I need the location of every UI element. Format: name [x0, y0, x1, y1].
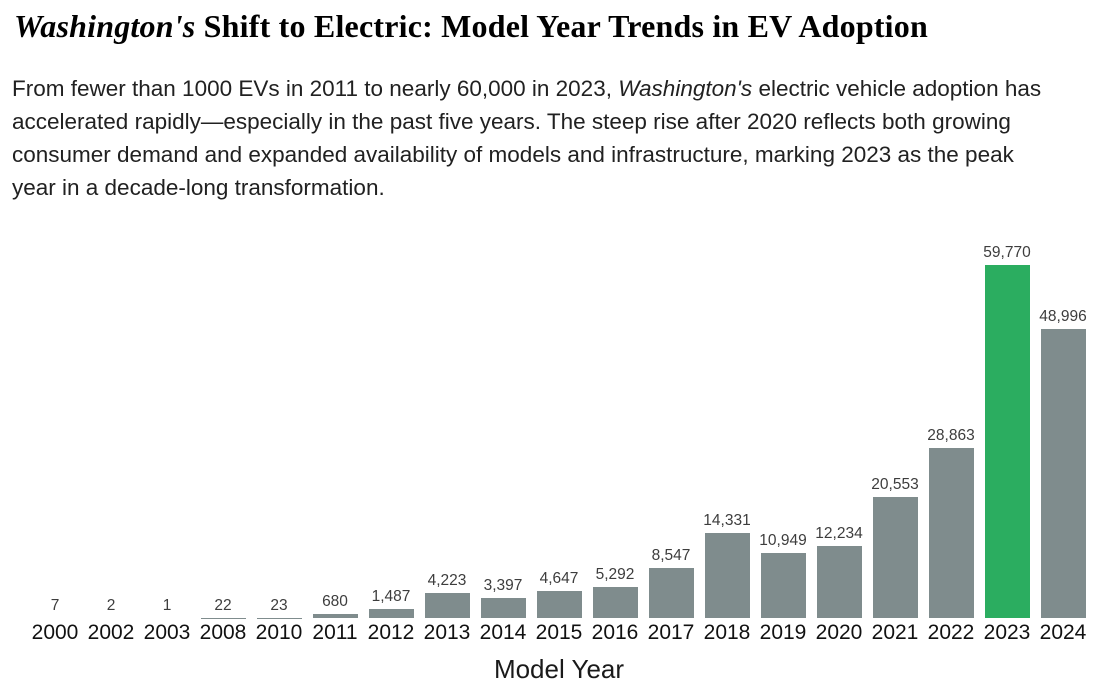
x-tick-label: 2019: [759, 621, 807, 644]
bar: [872, 496, 918, 618]
bar-chart: 7 2000 2 2002 1 2003 22 2008 23 2010 680 2011 1,487 2…: [27, 244, 1091, 685]
x-tick-label: 2011: [312, 621, 358, 644]
x-tick-label: 2000: [31, 621, 79, 644]
x-tick-label: 2018: [703, 621, 751, 644]
plot-area: 7 2000 2 2002 1 2003 22 2008 23 2010 680 2011 1,487 2…: [27, 244, 1091, 646]
x-tick-label: 2021: [871, 621, 919, 644]
bar: [1040, 328, 1086, 618]
bar-value-label: 4,647: [539, 569, 579, 587]
x-tick-label: 2024: [1039, 621, 1087, 644]
bar: [648, 567, 694, 618]
x-tick-label: 2010: [255, 621, 303, 644]
x-axis-title: Model Year: [493, 654, 625, 684]
bar-value-label: 10,949: [759, 532, 807, 550]
bar-value-label: 8,547: [651, 546, 691, 564]
x-tick-label: 2013: [423, 621, 471, 644]
bar-column: 23 2010: [251, 244, 307, 646]
x-tick-label: 2014: [479, 621, 527, 644]
bar: [984, 265, 1030, 618]
bar-column: 4,223 2013: [419, 244, 475, 646]
bar-column: 1,487 2012: [363, 244, 419, 646]
bar: [536, 590, 582, 618]
bar: [312, 613, 358, 618]
bar-column: 7 2000: [27, 244, 83, 646]
bar-value-label: 14,331: [703, 512, 751, 530]
bar-value-label: 28,863: [927, 426, 975, 444]
bar-value-label: 3,397: [483, 576, 523, 594]
bar-column: 22 2008: [195, 244, 251, 646]
bar-value-label: 22: [214, 596, 232, 614]
intro-paragraph: From fewer than 1000 EVs in 2011 to near…: [12, 72, 1052, 204]
bar: [368, 609, 414, 618]
bar-value-label: 5,292: [595, 565, 635, 583]
bar: [816, 545, 862, 618]
bar-column: 680 2011: [307, 244, 363, 646]
bar-column: 12,234 2020: [811, 244, 867, 646]
x-tick-label: 2008: [199, 621, 247, 644]
bar-column: 28,863 2022: [923, 244, 979, 646]
bar-column: 20,553 2021: [867, 244, 923, 646]
bar-column: 3,397 2014: [475, 244, 531, 646]
bar-column: 59,770 2023: [979, 244, 1035, 646]
x-tick-label: 2016: [591, 621, 639, 644]
bar-value-label: 1,487: [371, 588, 411, 606]
bar: [760, 553, 806, 618]
bar-value-label: 2: [106, 597, 116, 614]
x-tick-label: 2017: [647, 621, 695, 644]
bar-value-label: 1: [162, 597, 172, 614]
page-title: Washington's Shift to Electric: Model Ye…: [14, 8, 928, 45]
bar-column: 4,647 2015: [531, 244, 587, 646]
intro-text-before: From fewer than 1000 EVs in 2011 to near…: [12, 76, 619, 101]
page-title-rest: Shift to Electric: Model Year Trends in …: [195, 8, 928, 44]
bar-column: 48,996 2024: [1035, 244, 1091, 646]
bar: [480, 597, 526, 618]
intro-text-after: electric vehicle adoption has accelerate…: [12, 76, 1042, 200]
bar: [704, 533, 750, 618]
bar-value-label: 4,223: [427, 572, 467, 590]
bar-column: 1 2003: [139, 244, 195, 646]
x-tick-label: 2022: [927, 621, 975, 644]
page-title-italic-part: Washington's: [14, 8, 196, 44]
bar-value-label: 59,770: [983, 244, 1031, 261]
intro-text-italic: Washington's: [618, 76, 753, 101]
bar-value-label: 23: [270, 596, 288, 614]
bar-column: 14,331 2018: [699, 244, 755, 646]
bar-column: 10,949 2019: [755, 244, 811, 646]
x-tick-label: 2003: [143, 621, 191, 644]
x-tick-label: 2020: [815, 621, 863, 644]
bar: [424, 593, 470, 618]
bar-value-label: 7: [50, 596, 60, 614]
bar-column: 8,547 2017: [643, 244, 699, 646]
bar-column: 5,292 2016: [587, 244, 643, 646]
bar-value-label: 20,553: [871, 475, 919, 493]
bar-value-label: 680: [322, 592, 348, 610]
bar-value-label: 12,234: [815, 524, 863, 542]
bar: [592, 586, 638, 618]
bar-value-label: 48,996: [1039, 307, 1087, 325]
x-tick-label: 2023: [983, 621, 1031, 644]
x-tick-label: 2015: [535, 621, 583, 644]
bar-column: 2 2002: [83, 244, 139, 646]
bar: [928, 447, 974, 618]
x-tick-label: 2012: [367, 621, 415, 644]
x-tick-label: 2002: [87, 621, 135, 644]
